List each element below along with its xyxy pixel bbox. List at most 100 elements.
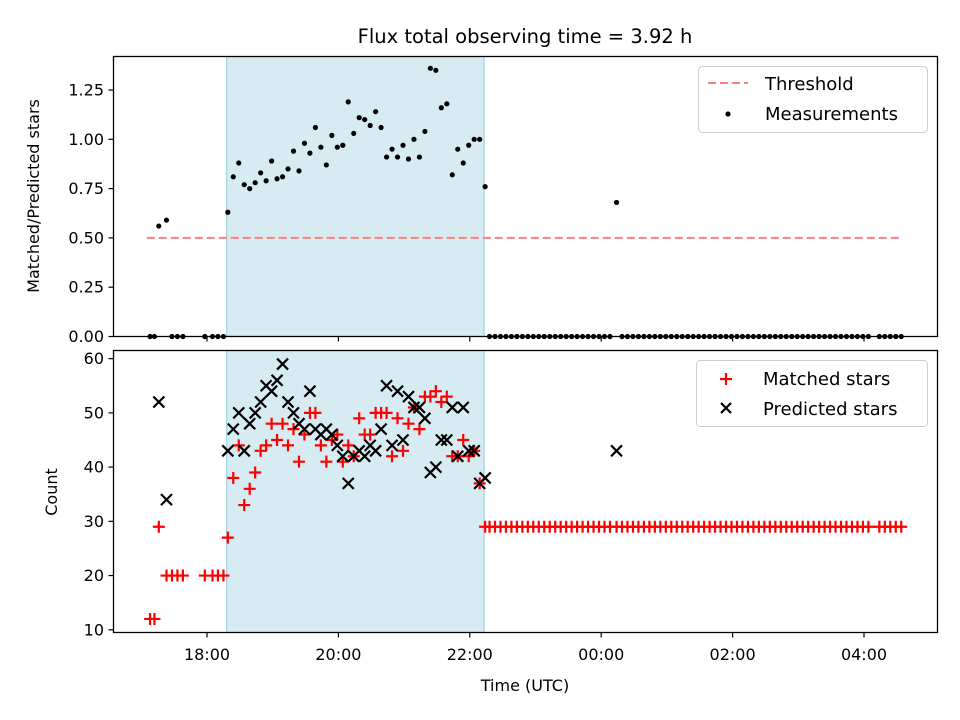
- measurement-point: [455, 146, 461, 152]
- measurement-point: [345, 99, 351, 105]
- predicted-star-point: [298, 422, 311, 436]
- measurement-point: [422, 128, 428, 135]
- predicted-star-point: [331, 439, 344, 452]
- legend-box: [698, 66, 928, 133]
- matched-star-point: [320, 455, 333, 468]
- measurement-point: [471, 136, 477, 142]
- y-tick-label: 1.00: [68, 130, 104, 149]
- ratio-panel: Flux total observing time = 3.92 h 0.00 0…: [24, 25, 939, 346]
- predicted-star-point: [341, 477, 355, 490]
- y-tick-label: 0.75: [68, 179, 104, 198]
- matched-star-point: [429, 385, 442, 398]
- matched-star-point: [217, 569, 230, 582]
- predicted-legend-label: Predicted stars: [763, 399, 897, 420]
- predicted-star-point: [237, 444, 251, 458]
- measurement-point: [263, 178, 269, 184]
- y-tick-label: 20: [84, 566, 104, 585]
- measurements-legend-swatch: [725, 111, 731, 117]
- measurement-point: [285, 166, 291, 172]
- measurement-point: [279, 174, 286, 180]
- measurement-point: [307, 150, 313, 156]
- matched-star-point: [342, 439, 355, 452]
- predicted-star-point: [429, 460, 443, 474]
- matched-legend-label: Matched stars: [763, 369, 890, 390]
- matched-star-point: [314, 439, 327, 452]
- predicted-star-point: [396, 433, 410, 447]
- predicted-star-point: [325, 428, 339, 441]
- x-axis-label: Time (UTC): [480, 676, 569, 695]
- measurement-point: [416, 154, 423, 160]
- predicted-star-point: [413, 401, 426, 414]
- matched-star-point: [397, 444, 410, 457]
- chart-title: Flux total observing time = 3.92 h: [358, 25, 693, 48]
- predicted-star-point: [435, 433, 448, 447]
- matched-star-point: [895, 520, 908, 533]
- predicted-star-point: [369, 444, 382, 458]
- matched-star-point: [292, 455, 305, 468]
- matched-star-point: [148, 612, 161, 625]
- x-tick-label: 04:00: [841, 645, 887, 664]
- measurement-point: [444, 101, 450, 107]
- count-panel: 10 20 30 40 50 60 18:00 20:00 22:00 00:00 02:00 04…: [42, 349, 939, 695]
- measurement-point: [433, 67, 439, 73]
- x-tick-label: 00:00: [578, 645, 624, 664]
- measurement-point: [156, 223, 162, 229]
- matched-star-point: [276, 417, 289, 430]
- matched-star-point: [221, 531, 234, 544]
- measurement-point: [351, 130, 357, 137]
- measurement-point: [312, 124, 319, 131]
- predicted-star-point: [303, 384, 317, 398]
- legend: Matched stars Predicted stars: [696, 360, 928, 427]
- measurement-point: [329, 132, 335, 138]
- predicted-star-point: [462, 444, 475, 458]
- matched-star-point: [457, 433, 470, 446]
- measurement-point: [290, 148, 297, 154]
- measurement-point: [236, 160, 242, 166]
- measurement-point: [466, 142, 472, 148]
- y-tick-label: 0.50: [68, 228, 104, 247]
- matched-star-point: [238, 499, 251, 512]
- x-tick-label: 02:00: [710, 645, 756, 664]
- y-tick-label: 0.25: [68, 278, 104, 297]
- predicted-star-point: [610, 444, 623, 458]
- measurement-point: [296, 168, 302, 174]
- legend-box: [696, 360, 928, 427]
- measurement-point: [230, 174, 236, 180]
- matched-star-point: [254, 444, 267, 457]
- predicted-star-point: [276, 357, 289, 371]
- predicted-star-point: [336, 449, 350, 463]
- measurement-point: [241, 182, 247, 188]
- predicted-star-point: [265, 384, 278, 398]
- plot-frame: [112, 349, 939, 634]
- predicted-star-point: [391, 384, 404, 398]
- matched-star-point: [440, 390, 453, 403]
- predicted-star-point: [446, 401, 459, 414]
- measurement-point: [477, 136, 483, 142]
- x-tick-label: 20:00: [315, 645, 361, 664]
- predicted-star-point: [456, 401, 470, 414]
- measurement-point: [449, 172, 455, 178]
- y-tick-label: 30: [84, 512, 104, 531]
- measurement-point: [247, 186, 253, 192]
- predicted-star-point: [221, 444, 235, 458]
- measurement-point: [405, 156, 412, 162]
- y-tick-label: 10: [84, 620, 104, 639]
- predicted-star-point: [467, 444, 481, 458]
- observing-window-shade: [226, 350, 485, 633]
- measurements-legend-label: Measurements: [765, 104, 898, 125]
- y-axis-label: Count: [42, 468, 61, 516]
- y-tick-label: 40: [84, 458, 104, 477]
- matched-star-point: [265, 417, 278, 430]
- y-tick-label: 1.25: [68, 81, 104, 100]
- measurement-point: [301, 140, 308, 146]
- measurement-point: [163, 217, 170, 223]
- predicted-star-point: [287, 406, 300, 420]
- y-axis-label: Matched/Predicted stars: [24, 99, 43, 293]
- threshold-legend-label: Threshold: [764, 74, 854, 95]
- predicted-star-point: [418, 412, 432, 425]
- predicted-star-point: [478, 471, 492, 485]
- predicted-star-point: [385, 439, 399, 452]
- predicted-star-point: [243, 417, 256, 430]
- measurement-point: [613, 199, 620, 206]
